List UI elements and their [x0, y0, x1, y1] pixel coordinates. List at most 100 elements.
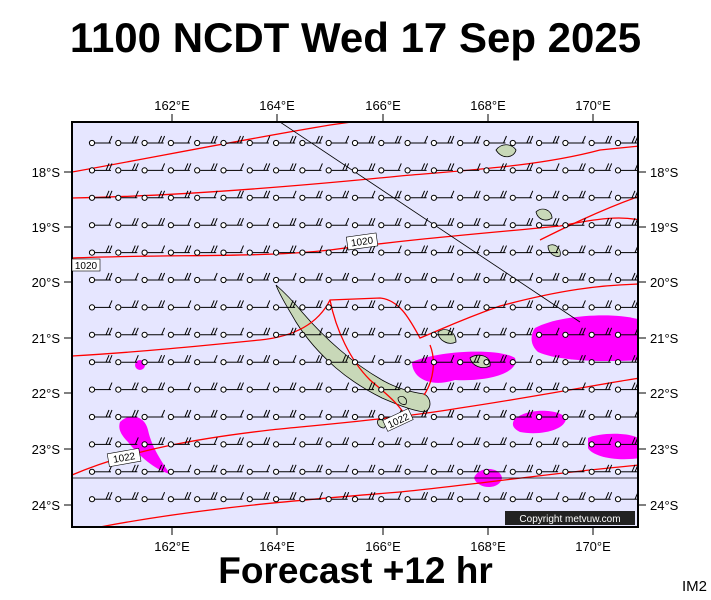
wind-barb [509, 190, 534, 201]
wind-barb [509, 300, 534, 311]
wind-barb [404, 190, 429, 201]
wind-barb [536, 327, 560, 338]
wind-barb [325, 492, 350, 503]
model-tag: IM2 [681, 578, 707, 595]
isobar-label: 1020 [350, 235, 374, 249]
wind-barb [378, 437, 402, 448]
wind-barb [430, 355, 455, 366]
wind-barb [194, 382, 218, 393]
wind-barb [88, 218, 113, 229]
wind-barb [220, 300, 244, 311]
wind-barb [562, 464, 586, 475]
wind-barb [351, 163, 376, 174]
wind-barb [273, 382, 297, 393]
wind-barb [167, 218, 192, 229]
lat-tick-label: 20°S [32, 275, 61, 290]
wind-barb [273, 437, 297, 448]
wind-barb [404, 437, 429, 448]
wind-barb [378, 218, 402, 229]
wind-barb [509, 163, 534, 174]
wind-barb [404, 464, 429, 475]
wind-barb [509, 327, 534, 338]
wind-barb [404, 355, 429, 366]
wind-barb [299, 272, 323, 284]
wind-barb [614, 190, 638, 201]
wind-barb [325, 245, 350, 256]
wind-barb [378, 382, 402, 393]
wind-barb [378, 464, 402, 475]
lon-tick-label: 170°E [575, 539, 611, 554]
wind-barb [115, 245, 139, 256]
wind-barb [457, 163, 481, 174]
wind-barb [220, 437, 244, 448]
wind-barb [642, 300, 665, 310]
wind-barb [642, 410, 665, 420]
wind-barb [115, 163, 139, 174]
isobar-line [423, 344, 435, 396]
wind-barb [430, 272, 455, 284]
wind-barb [457, 355, 481, 366]
wind-barb [325, 190, 350, 201]
lat-tick-label: 24°S [650, 498, 679, 513]
lon-tick-label: 166°E [365, 98, 401, 113]
wind-barb [246, 163, 271, 174]
copyright-box [505, 511, 635, 525]
wind-barb [457, 218, 481, 229]
wind-barb [483, 355, 507, 366]
wind-barbs [88, 135, 665, 503]
wind-barb [299, 300, 323, 311]
wind-barb [194, 464, 218, 475]
wind-barb [509, 272, 534, 284]
wind-barb [457, 300, 481, 311]
wind-barb [562, 300, 586, 311]
wind-barb [246, 382, 271, 393]
wind-barb [273, 327, 297, 338]
lat-tick-label: 23°S [32, 442, 61, 457]
lon-tick-label: 170°E [575, 98, 611, 113]
isobar-label-group: 1020 [71, 258, 101, 272]
wind-barb [483, 492, 507, 503]
wind-barb [246, 327, 271, 338]
wind-barb [220, 218, 244, 229]
wind-barb [273, 245, 297, 256]
wind-barb [536, 437, 560, 448]
wind-barb [194, 218, 218, 229]
wind-barb [483, 409, 507, 421]
wind-barb [299, 409, 323, 421]
wind-barb [536, 272, 560, 284]
wind-barb [457, 409, 481, 421]
lat-tick-label: 18°S [32, 165, 61, 180]
wind-barb [246, 300, 271, 311]
wind-barb [115, 190, 139, 201]
wind-barb [167, 464, 192, 475]
wind-barb [246, 272, 271, 284]
wind-barb [115, 355, 139, 366]
wind-barb [299, 464, 323, 475]
wind-barb [642, 191, 665, 201]
wind-barb [273, 355, 297, 366]
wind-barb [483, 190, 507, 201]
wind-barb [141, 409, 166, 421]
wind-barb [220, 163, 244, 174]
wind-barb [430, 464, 455, 475]
wind-barb [194, 272, 218, 284]
wind-barb [404, 245, 429, 256]
isobar-label: 1020 [75, 261, 98, 272]
wind-barb [115, 437, 139, 448]
wind-barb [167, 382, 192, 393]
wind-barb [246, 492, 271, 503]
wind-barb [378, 300, 402, 311]
wind-barb [220, 382, 244, 393]
wind-barb [246, 355, 271, 366]
wind-barb [404, 300, 429, 311]
wind-barb [141, 190, 166, 201]
wind-barb [588, 218, 613, 229]
wind-barb [483, 300, 507, 311]
wind-barb [246, 190, 271, 201]
wind-barb [642, 465, 665, 475]
wind-barb [220, 492, 244, 503]
wind-barb [536, 355, 560, 366]
wind-barb [642, 136, 665, 146]
wind-barb [351, 355, 376, 366]
wind-barb [115, 272, 139, 284]
